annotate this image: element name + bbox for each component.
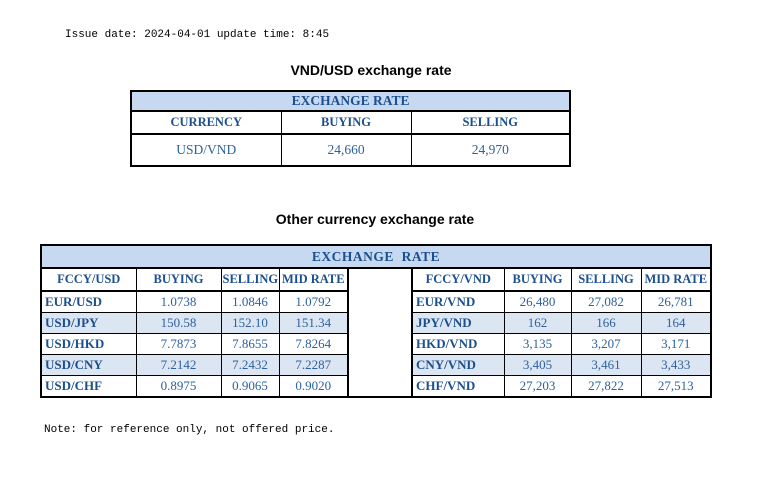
table-header-row: CURRENCY BUYING SELLING xyxy=(130,110,571,135)
pair-cell: JPY/VND xyxy=(411,312,505,334)
column-header-buying-right: BUYING xyxy=(503,267,572,292)
table-row: USD/CHF 0.8975 0.9065 0.9020 CHF/VND 27,… xyxy=(40,375,712,398)
table-band-label: EXCHANGE RATE xyxy=(130,90,571,112)
selling-cell: 7.8655 xyxy=(220,333,280,355)
column-header-currency: CURRENCY xyxy=(130,110,282,135)
currency-pair-cell: USD/VND xyxy=(130,133,282,167)
selling-cell: 27,082 xyxy=(570,290,642,313)
table-header-row: FCCY/USD BUYING SELLING MID RATE FCCY/VN… xyxy=(40,267,712,398)
midrate-cell: 151.34 xyxy=(278,312,349,334)
pair-cell: USD/CNY xyxy=(40,354,137,376)
selling-cell: 7.2432 xyxy=(220,354,280,376)
usd-table-title: VND/USD exchange rate xyxy=(290,62,452,78)
pair-cell: HKD/VND xyxy=(411,333,505,355)
midrate-cell: 3,433 xyxy=(640,354,712,376)
buying-rate-cell: 24,660 xyxy=(280,133,412,167)
pair-cell: CNY/VND xyxy=(411,354,505,376)
pair-cell: CHF/VND xyxy=(411,375,505,398)
buying-cell: 0.8975 xyxy=(135,375,222,398)
issue-date-line: Issue date: 2024-04-01 update time: 8:45 xyxy=(65,29,330,41)
column-header-buying: BUYING xyxy=(280,110,412,135)
buying-cell: 1.0738 xyxy=(135,290,222,313)
other-table-title: Other currency exchange rate xyxy=(275,211,475,227)
midrate-cell: 7.8264 xyxy=(278,333,349,355)
pair-cell: USD/JPY xyxy=(40,312,137,334)
table-row: USD/JPY 150.58 152.10 151.34 JPY/VND 162… xyxy=(40,312,712,334)
buying-cell: 7.2142 xyxy=(135,354,222,376)
buying-cell: 162 xyxy=(503,312,572,334)
selling-cell: 27,822 xyxy=(570,375,642,398)
table-band-row: EXCHANGE RATE xyxy=(130,90,571,112)
column-header-selling: SELLING xyxy=(410,110,571,135)
other-currency-rate-table: EXCHANGE RATE FCCY/USD BUYING SELLING MI… xyxy=(40,244,713,398)
column-header-selling-left: SELLING xyxy=(220,267,280,292)
note-line: Note: for reference only, not offered pr… xyxy=(44,424,335,436)
column-header-midrate-right: MID RATE xyxy=(640,267,712,292)
selling-cell: 152.10 xyxy=(220,312,280,334)
table-row: USD/VND 24,660 24,970 xyxy=(130,133,571,167)
midrate-cell: 26,781 xyxy=(640,290,712,313)
pair-cell: EUR/VND xyxy=(411,290,505,313)
buying-cell: 150.58 xyxy=(135,312,222,334)
usd-vnd-rate-table: EXCHANGE RATE CURRENCY BUYING SELLING US… xyxy=(130,90,572,167)
column-header-fccy-vnd: FCCY/VND xyxy=(411,267,505,292)
selling-cell: 1.0846 xyxy=(220,290,280,313)
column-header-selling-right: SELLING xyxy=(570,267,642,292)
buying-cell: 3,405 xyxy=(503,354,572,376)
table-band-row: EXCHANGE RATE xyxy=(40,244,712,269)
selling-cell: 166 xyxy=(570,312,642,334)
spacer-cell xyxy=(347,267,413,398)
midrate-cell: 0.9020 xyxy=(278,375,349,398)
buying-cell: 3,135 xyxy=(503,333,572,355)
buying-cell: 27,203 xyxy=(503,375,572,398)
pair-cell: USD/HKD xyxy=(40,333,137,355)
buying-cell: 7.7873 xyxy=(135,333,222,355)
table-row: USD/HKD 7.7873 7.8655 7.8264 HKD/VND 3,1… xyxy=(40,333,712,355)
pair-cell: USD/CHF xyxy=(40,375,137,398)
column-header-buying-left: BUYING xyxy=(135,267,222,292)
midrate-cell: 27,513 xyxy=(640,375,712,398)
selling-cell: 3,207 xyxy=(570,333,642,355)
table-row: USD/CNY 7.2142 7.2432 7.2287 CNY/VND 3,4… xyxy=(40,354,712,376)
table-row: EUR/USD 1.0738 1.0846 1.0792 EUR/VND 26,… xyxy=(40,290,712,313)
midrate-cell: 3,171 xyxy=(640,333,712,355)
midrate-cell: 7.2287 xyxy=(278,354,349,376)
midrate-cell: 164 xyxy=(640,312,712,334)
column-header-fccy-usd: FCCY/USD xyxy=(40,267,137,292)
column-header-midrate-left: MID RATE xyxy=(278,267,349,292)
buying-cell: 26,480 xyxy=(503,290,572,313)
selling-cell: 0.9065 xyxy=(220,375,280,398)
table-band-label: EXCHANGE RATE xyxy=(40,244,712,269)
midrate-cell: 1.0792 xyxy=(278,290,349,313)
selling-rate-cell: 24,970 xyxy=(410,133,571,167)
selling-cell: 3,461 xyxy=(570,354,642,376)
pair-cell: EUR/USD xyxy=(40,290,137,313)
